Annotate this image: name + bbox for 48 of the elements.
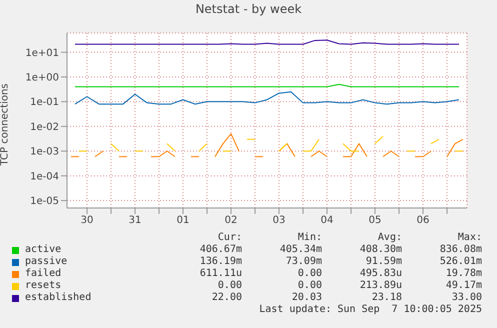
x-tick-label: 01: [176, 215, 190, 226]
y-tick-label: 1e+00: [25, 72, 59, 84]
y-tick-label: 1e-01: [30, 97, 59, 108]
text: Min:: [296, 232, 322, 244]
y-tick-label: 1e-05: [30, 196, 59, 208]
y-tick-label: 1e-02: [30, 122, 59, 133]
text: 0.00: [296, 280, 322, 292]
text: 136.19m: [198, 256, 242, 268]
text: 22.00: [210, 292, 242, 304]
x-tick-label: 30: [80, 215, 94, 226]
x-tick-label: 06: [416, 215, 430, 226]
text: 49.17m: [444, 280, 482, 292]
legend-label: active: [24, 244, 62, 256]
text: 91.59m: [364, 256, 402, 268]
text: 20.03: [290, 292, 322, 304]
text: 406.67m: [198, 244, 242, 256]
text: 213.89u: [358, 280, 402, 292]
legend-label: passive: [24, 256, 68, 268]
text: Avg:: [376, 232, 402, 244]
y-tick-label: 1e-03: [30, 146, 59, 158]
text: 408.30m: [358, 244, 402, 256]
text: 19.78m: [444, 268, 482, 280]
legend-label: established: [24, 292, 92, 304]
text: 611.11u: [198, 268, 242, 280]
text: 33.00: [450, 292, 482, 304]
text: 73.09m: [284, 256, 322, 268]
x-tick-label: 04: [320, 215, 334, 226]
text: 405.34m: [278, 244, 322, 256]
x-tick-label: 31: [128, 215, 142, 226]
text: 836.08m: [438, 244, 482, 256]
text: Cur:: [216, 232, 242, 244]
legend-label: resets: [24, 280, 62, 292]
x-tick-label: 03: [272, 215, 286, 226]
x-tick-label: 05: [368, 215, 382, 226]
text: 0.00: [216, 280, 242, 292]
text: 495.83u: [358, 268, 402, 280]
text: 23.18: [370, 292, 402, 304]
text: 526.01m: [438, 256, 482, 268]
chart-title: Netstat - by week: [194, 2, 303, 16]
y-tick-label: 1e+01: [25, 48, 59, 59]
x-tick-label: 02: [224, 215, 238, 226]
text: Last update: Sun Sep 7 10:00:05 2025: [258, 304, 482, 316]
y-axis-title: TCP connections: [0, 83, 11, 166]
line-series: [74, 91, 460, 105]
y-tick-label: 1e-04: [30, 171, 59, 182]
text: 0.00: [296, 268, 322, 280]
legend-label: failed: [24, 268, 62, 280]
text: Max:: [456, 232, 482, 244]
